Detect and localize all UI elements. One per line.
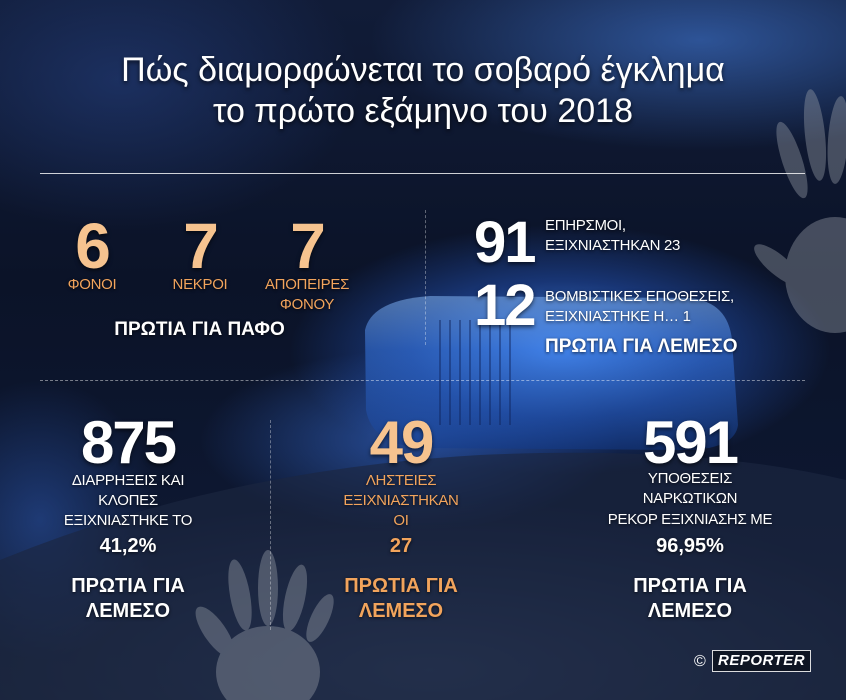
stat-label: ΝΕΚΡΟΙ: [172, 276, 228, 293]
stat-label: ΕΞΙΧΝΙΑΣΤΗΚΕ Η… 1: [545, 308, 691, 325]
stat-number: 6: [75, 210, 111, 282]
stat-number: 7: [290, 210, 326, 282]
stat-label: ΝΑΡΚΩΤΙΚΩΝ: [642, 490, 738, 507]
section-footer: ΛΕΜΕΣΟ: [647, 600, 733, 622]
stat-label: ΡΕΚΟΡ ΕΞΙΧΝΙΑΣΗΣ ΜΕ: [607, 511, 773, 528]
stat-number: 591: [642, 409, 739, 476]
stat-label: ΕΠΗΡΣΜΟΙ,: [545, 217, 626, 234]
stat-label: ΦΟΝΟΙ: [67, 276, 117, 293]
top-divider: [40, 173, 805, 174]
stat-label: ΦΟΝΟΥ: [279, 296, 335, 313]
stat-number: 875: [80, 409, 177, 476]
stat-number: 49: [369, 409, 435, 476]
title-line-1: Πώς διαμορφώνεται το σοβαρό έγκλημα: [121, 51, 725, 89]
stat-label: ΟΙ: [393, 512, 409, 529]
stat-label: ΛΗΣΤΕΙΕΣ: [365, 472, 437, 489]
stat-number: 91: [474, 210, 536, 275]
stat-highlight: 41,2%: [99, 535, 157, 557]
stat-label: ΕΞΙΧΝΙΑΣΤΗΚΕ ΤΟ: [63, 512, 193, 529]
title-line-2: το πρώτο εξάμηνο του 2018: [213, 92, 633, 130]
stat-label: ΕΞΙΧΝΙΑΣΤΗΚΑΝ: [343, 492, 459, 509]
copyright-icon: ©: [694, 653, 706, 670]
stat-label: ΑΠΟΠΕΙΡΕΣ: [264, 276, 350, 293]
stat-label: ΕΞΙΧΝΙΑΣΤΗΚΑΝ 23: [545, 237, 681, 254]
middle-divider: [40, 380, 805, 381]
stat-label: ΚΛΟΠΕΣ: [98, 492, 158, 509]
stat-number: 12: [474, 273, 536, 338]
section-footer: ΛΕΜΕΣΟ: [358, 600, 444, 622]
vertical-divider: [270, 420, 271, 630]
stat-label: ΔΙΑΡΡΗΞΕΙΣ ΚΑΙ: [71, 472, 185, 489]
section-footer: ΛΕΜΕΣΟ: [85, 600, 171, 622]
section-footer: ΠΡΩΤΙΑ ΓΙΑ: [71, 575, 185, 597]
handprint-graphic: [195, 550, 334, 700]
section-footer: ΠΡΩΤΙΑ ΓΙΑ ΠΑΦΟ: [114, 319, 285, 340]
section-footer: ΠΡΩΤΙΑ ΓΙΑ: [344, 575, 458, 597]
stat-label: ΥΠΟΘΕΣΕΙΣ: [647, 470, 733, 487]
stat-number: 7: [183, 210, 219, 282]
brand-logo: REPORTER: [712, 650, 812, 672]
vertical-divider: [425, 210, 426, 345]
stat-label: ΒΟΜΒΙΣΤΙΚΕΣ ΕΠΟΘΕΣΕΙΣ,: [545, 288, 734, 305]
section-footer: ΠΡΩΤΙΑ ΓΙΑ ΛΕΜΕΣΟ: [545, 336, 738, 357]
stat-highlight: 27: [389, 535, 413, 557]
stat-highlight: 96,95%: [656, 535, 724, 557]
section-footer: ΠΡΩΤΙΑ ΓΙΑ: [633, 575, 747, 597]
